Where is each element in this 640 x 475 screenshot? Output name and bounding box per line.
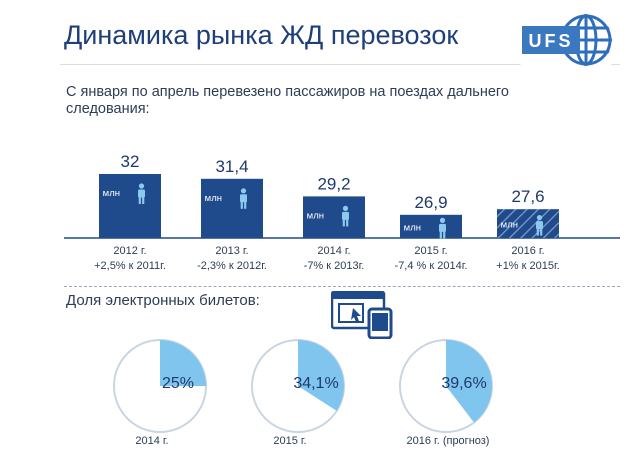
bar-unit-label: млн xyxy=(307,210,324,221)
bar-year: 2015 г. xyxy=(414,245,448,257)
bar-value-label: 32 xyxy=(121,152,140,171)
bar-change: -7% к 2013г. xyxy=(303,260,365,272)
pie-year-label: 2016 г. (прогноз) xyxy=(407,435,490,447)
bar-category-label: 2012 г. +2,5% к 2011г. xyxy=(75,244,185,274)
pie-year-label: 2015 г. xyxy=(273,435,306,447)
person-icon xyxy=(536,215,543,236)
bar-change: +1% к 2015г. xyxy=(496,260,560,272)
bar-1 xyxy=(201,178,263,238)
bar-0 xyxy=(99,174,161,238)
devices-icon xyxy=(331,291,393,339)
bar-change: -7,4 % к 2014г. xyxy=(394,260,468,272)
bar-change: +2,5% к 2011г. xyxy=(94,260,166,272)
pie-value-label: 39,6% xyxy=(441,375,486,392)
pie-slice xyxy=(446,340,492,423)
person-icon xyxy=(240,188,247,209)
bar-category-label: 2014 г. -7% к 2013г. xyxy=(279,244,389,274)
bar-3 xyxy=(400,214,462,238)
page-title: Динамика рынка ЖД перевозок xyxy=(64,20,459,50)
section-divider xyxy=(64,286,620,287)
title-divider xyxy=(60,64,620,65)
bar-year: 2014 г. xyxy=(317,245,351,257)
pie-value-label: 25% xyxy=(162,375,194,392)
bar-value-label: 26,9 xyxy=(414,193,447,212)
passenger-bar-chart: 32 млн 31,4 млн 29,2 млн 26,9 млн 27,6 млн xyxy=(64,152,620,239)
ufs-logo: UFS xyxy=(520,12,612,68)
pie-slice xyxy=(298,340,344,411)
bar-category-label: 2013 г. -2,3% к 2012г. xyxy=(177,244,287,274)
person-icon xyxy=(138,183,145,204)
electronic-tickets-title: Доля электронных билетов: xyxy=(66,292,260,309)
bar-unit-label: млн xyxy=(103,188,120,199)
bar-4 xyxy=(497,209,559,238)
bar-unit-label: млн xyxy=(404,222,421,233)
bar-value-label: 29,2 xyxy=(317,174,350,193)
bar-unit-label: млн xyxy=(501,220,518,231)
bar-2 xyxy=(303,196,365,238)
bar-category-label: 2016 г. +1% к 2015г. xyxy=(473,244,583,274)
person-icon xyxy=(342,205,349,227)
bar-value-label: 27,6 xyxy=(511,187,544,206)
pie-slice xyxy=(160,340,206,386)
logo-text: UFS xyxy=(529,31,574,51)
person-icon xyxy=(439,217,446,239)
subtitle: С января по апрель перевезено пассажиров… xyxy=(66,84,509,117)
bar-unit-label: млн xyxy=(205,193,222,204)
bar-category-label: 2015 г. -7,4 % к 2014г. xyxy=(376,244,486,274)
bar-year: 2012 г. xyxy=(113,245,147,257)
bar-year-labels: 2012 г. +2,5% к 2011г. 2013 г. -2,3% к 2012… xyxy=(0,244,640,280)
pie-year-label: 2014 г. xyxy=(135,435,168,447)
electronic-tickets-pies: 25% 2014 г. 34,1% 2015 г. 39,6% 2016 г. (прог… xyxy=(113,339,493,447)
bar-year: 2013 г. xyxy=(215,245,249,257)
pie-value-label: 34,1% xyxy=(293,375,338,392)
bar-change: -2,3% к 2012г. xyxy=(197,260,267,272)
bar-value-label: 31,4 xyxy=(215,157,248,176)
bar-year: 2016 г. xyxy=(511,245,545,257)
